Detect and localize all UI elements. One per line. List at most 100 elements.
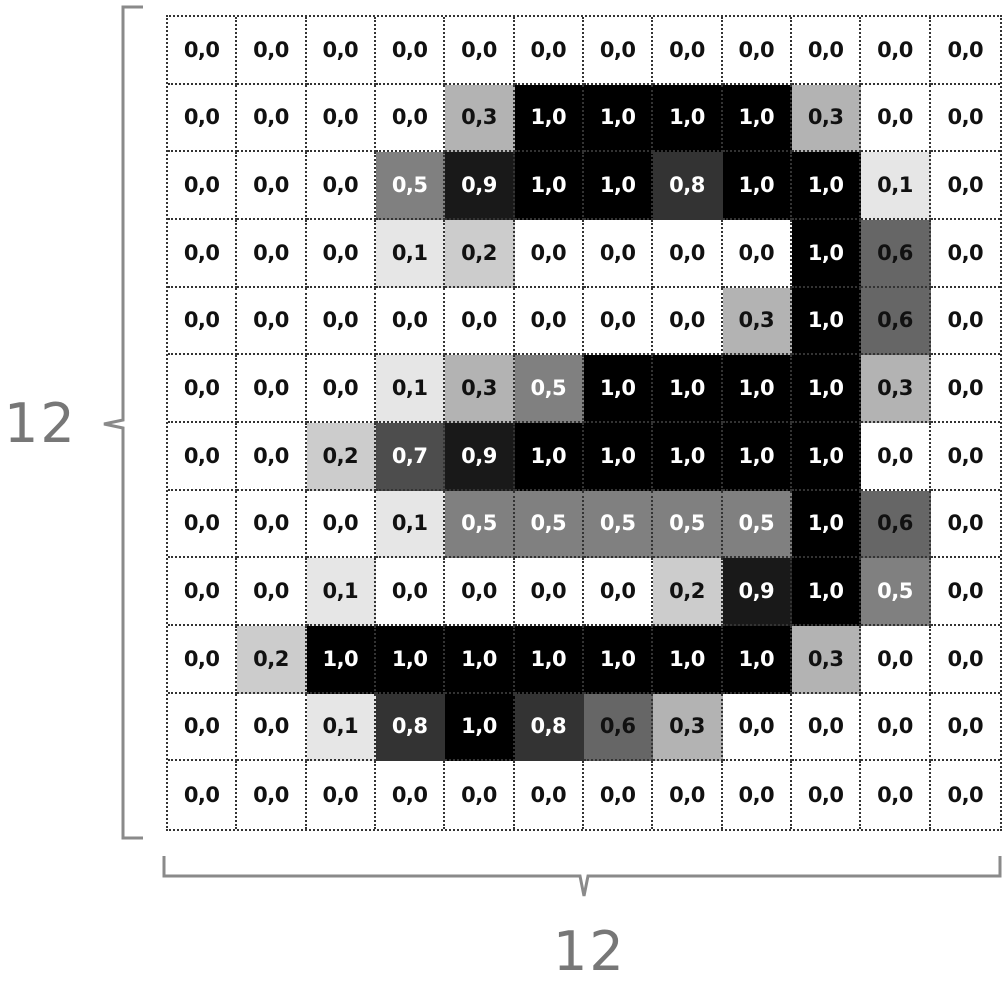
grid-cell: 1,0 <box>792 152 862 220</box>
grid-cell: 0,0 <box>722 219 792 288</box>
grid-cell: 0,2 <box>237 625 307 694</box>
grid-cell: 0,0 <box>237 84 307 153</box>
grid-cell: 1,0 <box>722 84 792 153</box>
grid-cell: 0,5 <box>584 490 654 559</box>
grid-cell: 1,0 <box>584 152 654 220</box>
grid-cell: 0,0 <box>930 625 1000 694</box>
grid-cell: 0,8 <box>514 693 584 762</box>
grid-cell: 0,0 <box>168 558 238 626</box>
grid-cell: 0,5 <box>514 490 584 559</box>
grid-cell: 0,0 <box>930 761 1000 829</box>
grid-cell: 0,3 <box>445 84 515 153</box>
grid-cell: 0,3 <box>861 355 931 423</box>
grid-cell: 0,0 <box>168 355 238 423</box>
grid-cell: 0,0 <box>930 17 1000 85</box>
grid-cell: 1,0 <box>514 152 584 220</box>
row-count-label: 12 <box>4 392 77 455</box>
grid-cell: 0,0 <box>237 287 307 356</box>
grid-cell: 0,3 <box>792 625 862 694</box>
grid-cell: 0,0 <box>861 17 931 85</box>
grid-cell: 0,1 <box>306 558 376 626</box>
grid-cell: 0,0 <box>168 219 238 288</box>
column-count-label: 12 <box>553 920 626 983</box>
pixel-intensity-grid: 0,0 0,0 0,0 0,0 0,0 0,0 0,0 0,0 0,0 0,0 0,0 0,0 0,0 0… <box>166 15 1002 831</box>
grid-cell: 0,1 <box>376 355 446 423</box>
grid-cell: 0,5 <box>722 490 792 559</box>
grid-cell: 1,0 <box>722 625 792 694</box>
grid-cell: 1,0 <box>514 84 584 153</box>
grid-cell: 1,0 <box>584 355 654 423</box>
grid-cell: 0,0 <box>861 625 931 694</box>
grid-cell: 0,0 <box>584 558 654 626</box>
grid-cell: 0,0 <box>861 84 931 153</box>
grid-cell: 0,0 <box>930 693 1000 762</box>
grid-cell: 0,1 <box>306 693 376 762</box>
grid-cell: 1,0 <box>792 355 862 423</box>
grid-cell: 0,0 <box>514 558 584 626</box>
grid-cell: 0,0 <box>237 422 307 491</box>
grid-cell: 0,0 <box>445 17 515 85</box>
grid-cell: 1,0 <box>584 84 654 153</box>
grid-cell: 0,0 <box>376 84 446 153</box>
grid-cell: 0,0 <box>237 152 307 220</box>
grid-cell: 0,0 <box>168 761 238 829</box>
grid-cell: 0,2 <box>445 219 515 288</box>
grid-cell: 0,0 <box>306 152 376 220</box>
grid-cell: 0,0 <box>722 17 792 85</box>
grid-cell: 0,5 <box>445 490 515 559</box>
grid-cell: 0,0 <box>168 152 238 220</box>
grid-cell: 0,7 <box>376 422 446 491</box>
grid-cell: 0,6 <box>861 287 931 356</box>
grid-cell: 0,0 <box>445 761 515 829</box>
grid-cell: 0,6 <box>584 693 654 762</box>
grid-cell: 0,0 <box>930 490 1000 559</box>
grid-cell: 0,0 <box>653 761 723 829</box>
grid-cell: 0,0 <box>168 625 238 694</box>
grid-cell: 0,0 <box>930 219 1000 288</box>
grid-cell: 0,0 <box>514 287 584 356</box>
grid-cell: 0,6 <box>861 490 931 559</box>
row-count-bracket <box>103 5 143 840</box>
grid-cell: 0,0 <box>376 558 446 626</box>
grid-cell: 1,0 <box>653 355 723 423</box>
grid-cell: 0,0 <box>792 693 862 762</box>
grid-cell: 0,5 <box>653 490 723 559</box>
grid-cell: 0,2 <box>653 558 723 626</box>
grid-cell: 0,3 <box>792 84 862 153</box>
grid-cell: 0,0 <box>237 490 307 559</box>
grid-cell: 1,0 <box>445 693 515 762</box>
grid-cell: 0,1 <box>376 219 446 288</box>
grid-cell: 1,0 <box>584 625 654 694</box>
grid-cell: 0,0 <box>653 17 723 85</box>
grid-cell: 0,0 <box>306 490 376 559</box>
grid-cell: 0,0 <box>376 17 446 85</box>
grid-cell: 0,0 <box>584 219 654 288</box>
grid-cell: 1,0 <box>722 152 792 220</box>
grid-cell: 1,0 <box>376 625 446 694</box>
grid-cell: 1,0 <box>792 558 862 626</box>
grid-cell: 0,0 <box>861 761 931 829</box>
grid-cell: 0,0 <box>237 17 307 85</box>
grid-cell: 0,9 <box>722 558 792 626</box>
column-count-bracket <box>162 856 1002 897</box>
grid-cell: 0,0 <box>306 17 376 85</box>
grid-cell: 0,0 <box>306 219 376 288</box>
grid-cell: 0,0 <box>792 17 862 85</box>
grid-cell: 0,0 <box>168 17 238 85</box>
grid-cell: 0,0 <box>445 287 515 356</box>
grid-cell: 0,3 <box>445 355 515 423</box>
grid-cell: 0,5 <box>376 152 446 220</box>
grid-cell: 1,0 <box>792 287 862 356</box>
grid-cell: 0,0 <box>584 17 654 85</box>
grid-cell: 1,0 <box>792 490 862 559</box>
grid-cell: 0,0 <box>306 84 376 153</box>
grid-cell: 0,0 <box>168 84 238 153</box>
grid-cell: 0,0 <box>930 287 1000 356</box>
grid-cell: 0,0 <box>861 422 931 491</box>
grid-cell: 0,0 <box>168 693 238 762</box>
grid-cell: 1,0 <box>722 355 792 423</box>
grid-cell: 0,0 <box>306 355 376 423</box>
grid-cell: 0,8 <box>653 152 723 220</box>
grid-cell: 0,3 <box>722 287 792 356</box>
